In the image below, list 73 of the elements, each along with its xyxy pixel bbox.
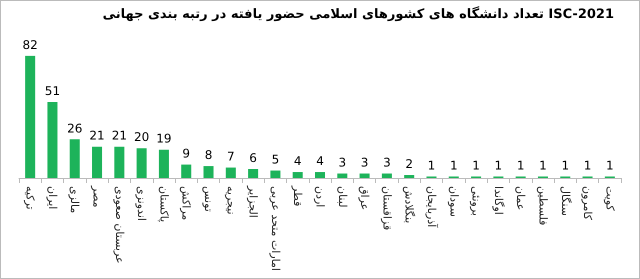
data-label: 1 xyxy=(472,158,480,173)
data-label: 20 xyxy=(134,130,150,144)
data-label: 1 xyxy=(606,158,614,173)
x-tick-label: پاکستان xyxy=(157,186,170,222)
data-label: 4 xyxy=(316,154,324,168)
bar xyxy=(248,169,258,178)
data-label: 2 xyxy=(405,157,414,172)
x-tick-label: اوگاندا xyxy=(492,186,505,215)
x-tick-label: برونئی xyxy=(470,186,483,216)
x-tick-label: تونس xyxy=(202,186,216,212)
data-label: 6 xyxy=(249,151,257,166)
x-tick-label: بنگلادش xyxy=(402,186,416,224)
x-tick-label: مراکش xyxy=(180,186,193,220)
data-label: 3 xyxy=(338,156,346,170)
x-tick-label: امارات متحد عربی xyxy=(268,186,282,271)
data-label: 26 xyxy=(67,121,82,136)
data-label: 19 xyxy=(156,132,172,146)
bar xyxy=(114,146,124,178)
bar xyxy=(226,168,236,178)
data-label: 8 xyxy=(204,148,212,162)
data-label: 1 xyxy=(494,158,502,173)
x-tick-label: نیجریه xyxy=(224,186,238,215)
x-tick-label: سنگال xyxy=(558,186,572,216)
data-label: 82 xyxy=(22,38,38,52)
data-label: 1 xyxy=(584,158,592,173)
bar xyxy=(70,139,80,178)
x-tick-label: عمان xyxy=(514,186,528,210)
x-tick-label: قزاقستان xyxy=(380,186,394,230)
x-tick-label: لبنان xyxy=(336,186,349,208)
bar xyxy=(25,56,36,178)
chart-title: تعداد دانشگاه های کشورهای اسلامی حضور یافته در رتبه بندی جهانی ISC-2021 xyxy=(102,6,614,22)
bar xyxy=(270,170,280,178)
data-label: 1 xyxy=(539,158,547,173)
data-label: 21 xyxy=(89,128,105,143)
x-tick-label: اندونزی xyxy=(135,186,148,221)
data-label: 3 xyxy=(383,156,391,170)
data-label: 3 xyxy=(360,156,368,170)
bar xyxy=(158,150,169,178)
bar xyxy=(314,172,326,178)
x-tick-label: ترکیه xyxy=(24,186,37,210)
x-tick-label: الجزایر xyxy=(246,185,260,218)
data-label: 1 xyxy=(450,158,458,173)
bar xyxy=(404,175,414,178)
data-label: 51 xyxy=(44,84,60,98)
bar xyxy=(92,146,102,178)
x-tick-label: کویت xyxy=(603,186,616,212)
data-label: 9 xyxy=(182,146,190,161)
x-tick-label: مصر xyxy=(90,185,104,208)
bar xyxy=(181,164,192,178)
x-tick-label: سودان xyxy=(447,186,460,217)
bar xyxy=(136,148,147,178)
bar xyxy=(204,166,214,178)
x-tick-label: فلسطین xyxy=(536,186,550,226)
bar xyxy=(360,174,370,178)
x-tick-label: ایران xyxy=(46,186,59,210)
bar xyxy=(382,174,392,178)
bar xyxy=(292,172,303,178)
x-tick-label: اردن xyxy=(314,186,326,208)
x-tick-label: قطر xyxy=(291,185,304,206)
x-tick-label: عراق xyxy=(358,186,372,210)
x-tick-label: مالزی xyxy=(68,186,82,214)
x-tick-label: عربستان صعودی xyxy=(112,186,126,264)
data-label: 1 xyxy=(561,158,570,173)
data-label: 4 xyxy=(294,154,302,168)
data-label: 1 xyxy=(516,158,524,173)
data-label: 5 xyxy=(272,152,280,167)
data-label: 7 xyxy=(226,150,235,164)
bar xyxy=(337,174,348,178)
data-label: 21 xyxy=(112,128,127,143)
x-tick-label: آذربایجان xyxy=(424,186,439,228)
bar xyxy=(47,102,58,178)
data-label: 1 xyxy=(428,158,436,173)
x-tick-label: کامرون xyxy=(581,186,594,221)
